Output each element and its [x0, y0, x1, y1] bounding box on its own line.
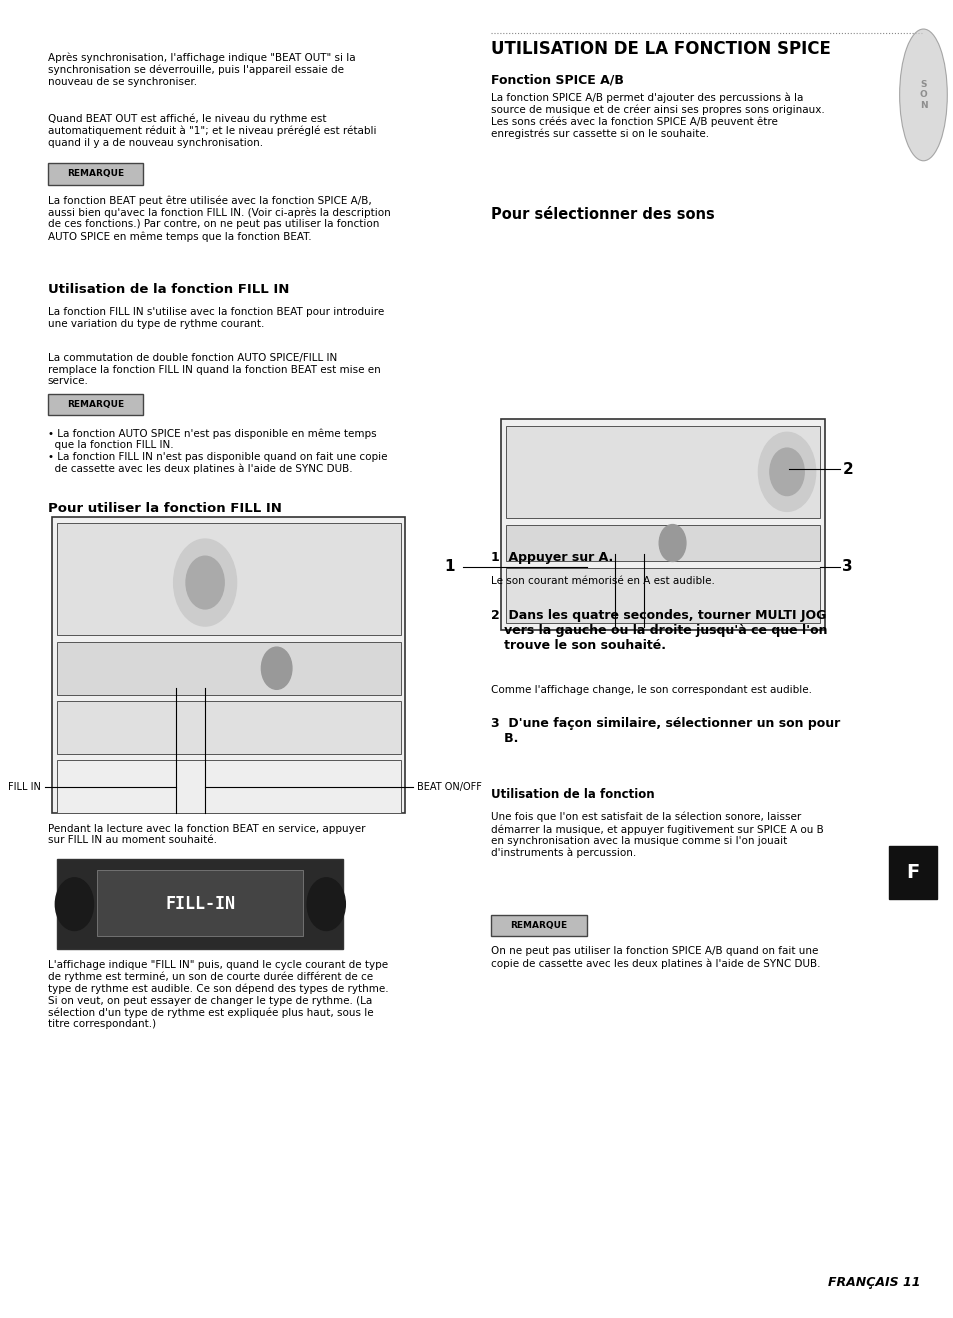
FancyBboxPatch shape: [491, 915, 586, 936]
Text: F: F: [905, 863, 919, 882]
Text: O: O: [919, 91, 926, 99]
FancyBboxPatch shape: [505, 568, 820, 623]
Text: Le son courant mémorisé en A est audible.: Le son courant mémorisé en A est audible…: [491, 576, 715, 587]
Text: Fonction SPICE A/B: Fonction SPICE A/B: [491, 74, 623, 87]
FancyBboxPatch shape: [57, 642, 400, 695]
Text: On ne peut pas utiliser la fonction SPICE A/B quand on fait une
copie de cassett: On ne peut pas utiliser la fonction SPIC…: [491, 946, 820, 969]
Text: Pendant la lecture avec la fonction BEAT en service, appuyer
sur FILL IN au mome: Pendant la lecture avec la fonction BEAT…: [48, 824, 365, 845]
Text: • La fonction AUTO SPICE n'est pas disponible en même temps
  que la fonction FI: • La fonction AUTO SPICE n'est pas dispo…: [48, 428, 387, 474]
Circle shape: [173, 539, 236, 626]
Circle shape: [758, 432, 815, 511]
Text: Utilisation de la fonction FILL IN: Utilisation de la fonction FILL IN: [48, 283, 289, 297]
FancyBboxPatch shape: [97, 870, 303, 936]
FancyBboxPatch shape: [505, 525, 820, 561]
Text: Quand BEAT OUT est affiché, le niveau du rythme est
automatiquement réduit à "1": Quand BEAT OUT est affiché, le niveau du…: [48, 113, 375, 148]
FancyBboxPatch shape: [57, 859, 343, 949]
Text: La fonction FILL IN s'utilise avec la fonction BEAT pour introduire
une variatio: La fonction FILL IN s'utilise avec la fo…: [48, 307, 383, 328]
Circle shape: [186, 556, 224, 609]
Circle shape: [769, 448, 803, 496]
FancyBboxPatch shape: [48, 394, 143, 415]
Text: 3: 3: [841, 559, 852, 575]
FancyBboxPatch shape: [57, 760, 400, 813]
Text: 2  Dans les quatre secondes, tourner MULTI JOG
   vers la gauche ou la droite ju: 2 Dans les quatre secondes, tourner MULT…: [491, 609, 827, 652]
Text: UTILISATION DE LA FONCTION SPICE: UTILISATION DE LA FONCTION SPICE: [491, 40, 830, 58]
Text: Pour sélectionner des sons: Pour sélectionner des sons: [491, 207, 715, 221]
FancyBboxPatch shape: [500, 419, 824, 630]
Text: REMARQUE: REMARQUE: [67, 401, 124, 409]
Circle shape: [55, 878, 93, 931]
FancyBboxPatch shape: [48, 163, 143, 185]
Text: REMARQUE: REMARQUE: [67, 170, 124, 178]
Text: La fonction BEAT peut être utilisée avec la fonction SPICE A/B,
aussi bien qu'av: La fonction BEAT peut être utilisée avec…: [48, 195, 390, 241]
FancyBboxPatch shape: [52, 517, 405, 813]
Text: Comme l'affichage change, le son correspondant est audible.: Comme l'affichage change, le son corresp…: [491, 685, 811, 696]
Circle shape: [307, 878, 345, 931]
Text: 3  D'une façon similaire, sélectionner un son pour
   B.: 3 D'une façon similaire, sélectionner un…: [491, 717, 840, 745]
Text: N: N: [919, 101, 926, 109]
Text: 1  Appuyer sur A.: 1 Appuyer sur A.: [491, 551, 613, 564]
Text: La fonction SPICE A/B permet d'ajouter des percussions à la
source de musique et: La fonction SPICE A/B permet d'ajouter d…: [491, 92, 824, 140]
FancyBboxPatch shape: [888, 846, 936, 899]
Text: REMARQUE: REMARQUE: [510, 921, 567, 929]
Text: 1: 1: [444, 559, 455, 575]
FancyBboxPatch shape: [505, 426, 820, 518]
Circle shape: [261, 647, 292, 689]
Text: FRANÇAIS 11: FRANÇAIS 11: [827, 1276, 920, 1289]
Circle shape: [659, 525, 685, 561]
Text: Utilisation de la fonction: Utilisation de la fonction: [491, 788, 655, 801]
Text: Une fois que l'on est satisfait de la sélection sonore, laisser
démarrer la musi: Une fois que l'on est satisfait de la sé…: [491, 812, 823, 858]
Text: FILL-IN: FILL-IN: [165, 895, 235, 913]
Text: L'affichage indique "FILL IN" puis, quand le cycle courant de type
de rythme est: L'affichage indique "FILL IN" puis, quan…: [48, 960, 388, 1029]
Ellipse shape: [899, 29, 946, 161]
Text: Pour utiliser la fonction FILL IN: Pour utiliser la fonction FILL IN: [48, 502, 281, 515]
Text: 2: 2: [841, 461, 852, 477]
FancyBboxPatch shape: [57, 523, 400, 635]
FancyBboxPatch shape: [57, 701, 400, 754]
Text: S: S: [920, 80, 925, 88]
Text: La commutation de double fonction AUTO SPICE/FILL IN
remplace la fonction FILL I: La commutation de double fonction AUTO S…: [48, 353, 380, 386]
Text: FILL IN: FILL IN: [9, 782, 41, 792]
Text: Après synchronisation, l'affichage indique "BEAT OUT" si la
synchronisation se d: Après synchronisation, l'affichage indiq…: [48, 53, 355, 87]
Text: BEAT ON/OFF: BEAT ON/OFF: [416, 782, 481, 792]
